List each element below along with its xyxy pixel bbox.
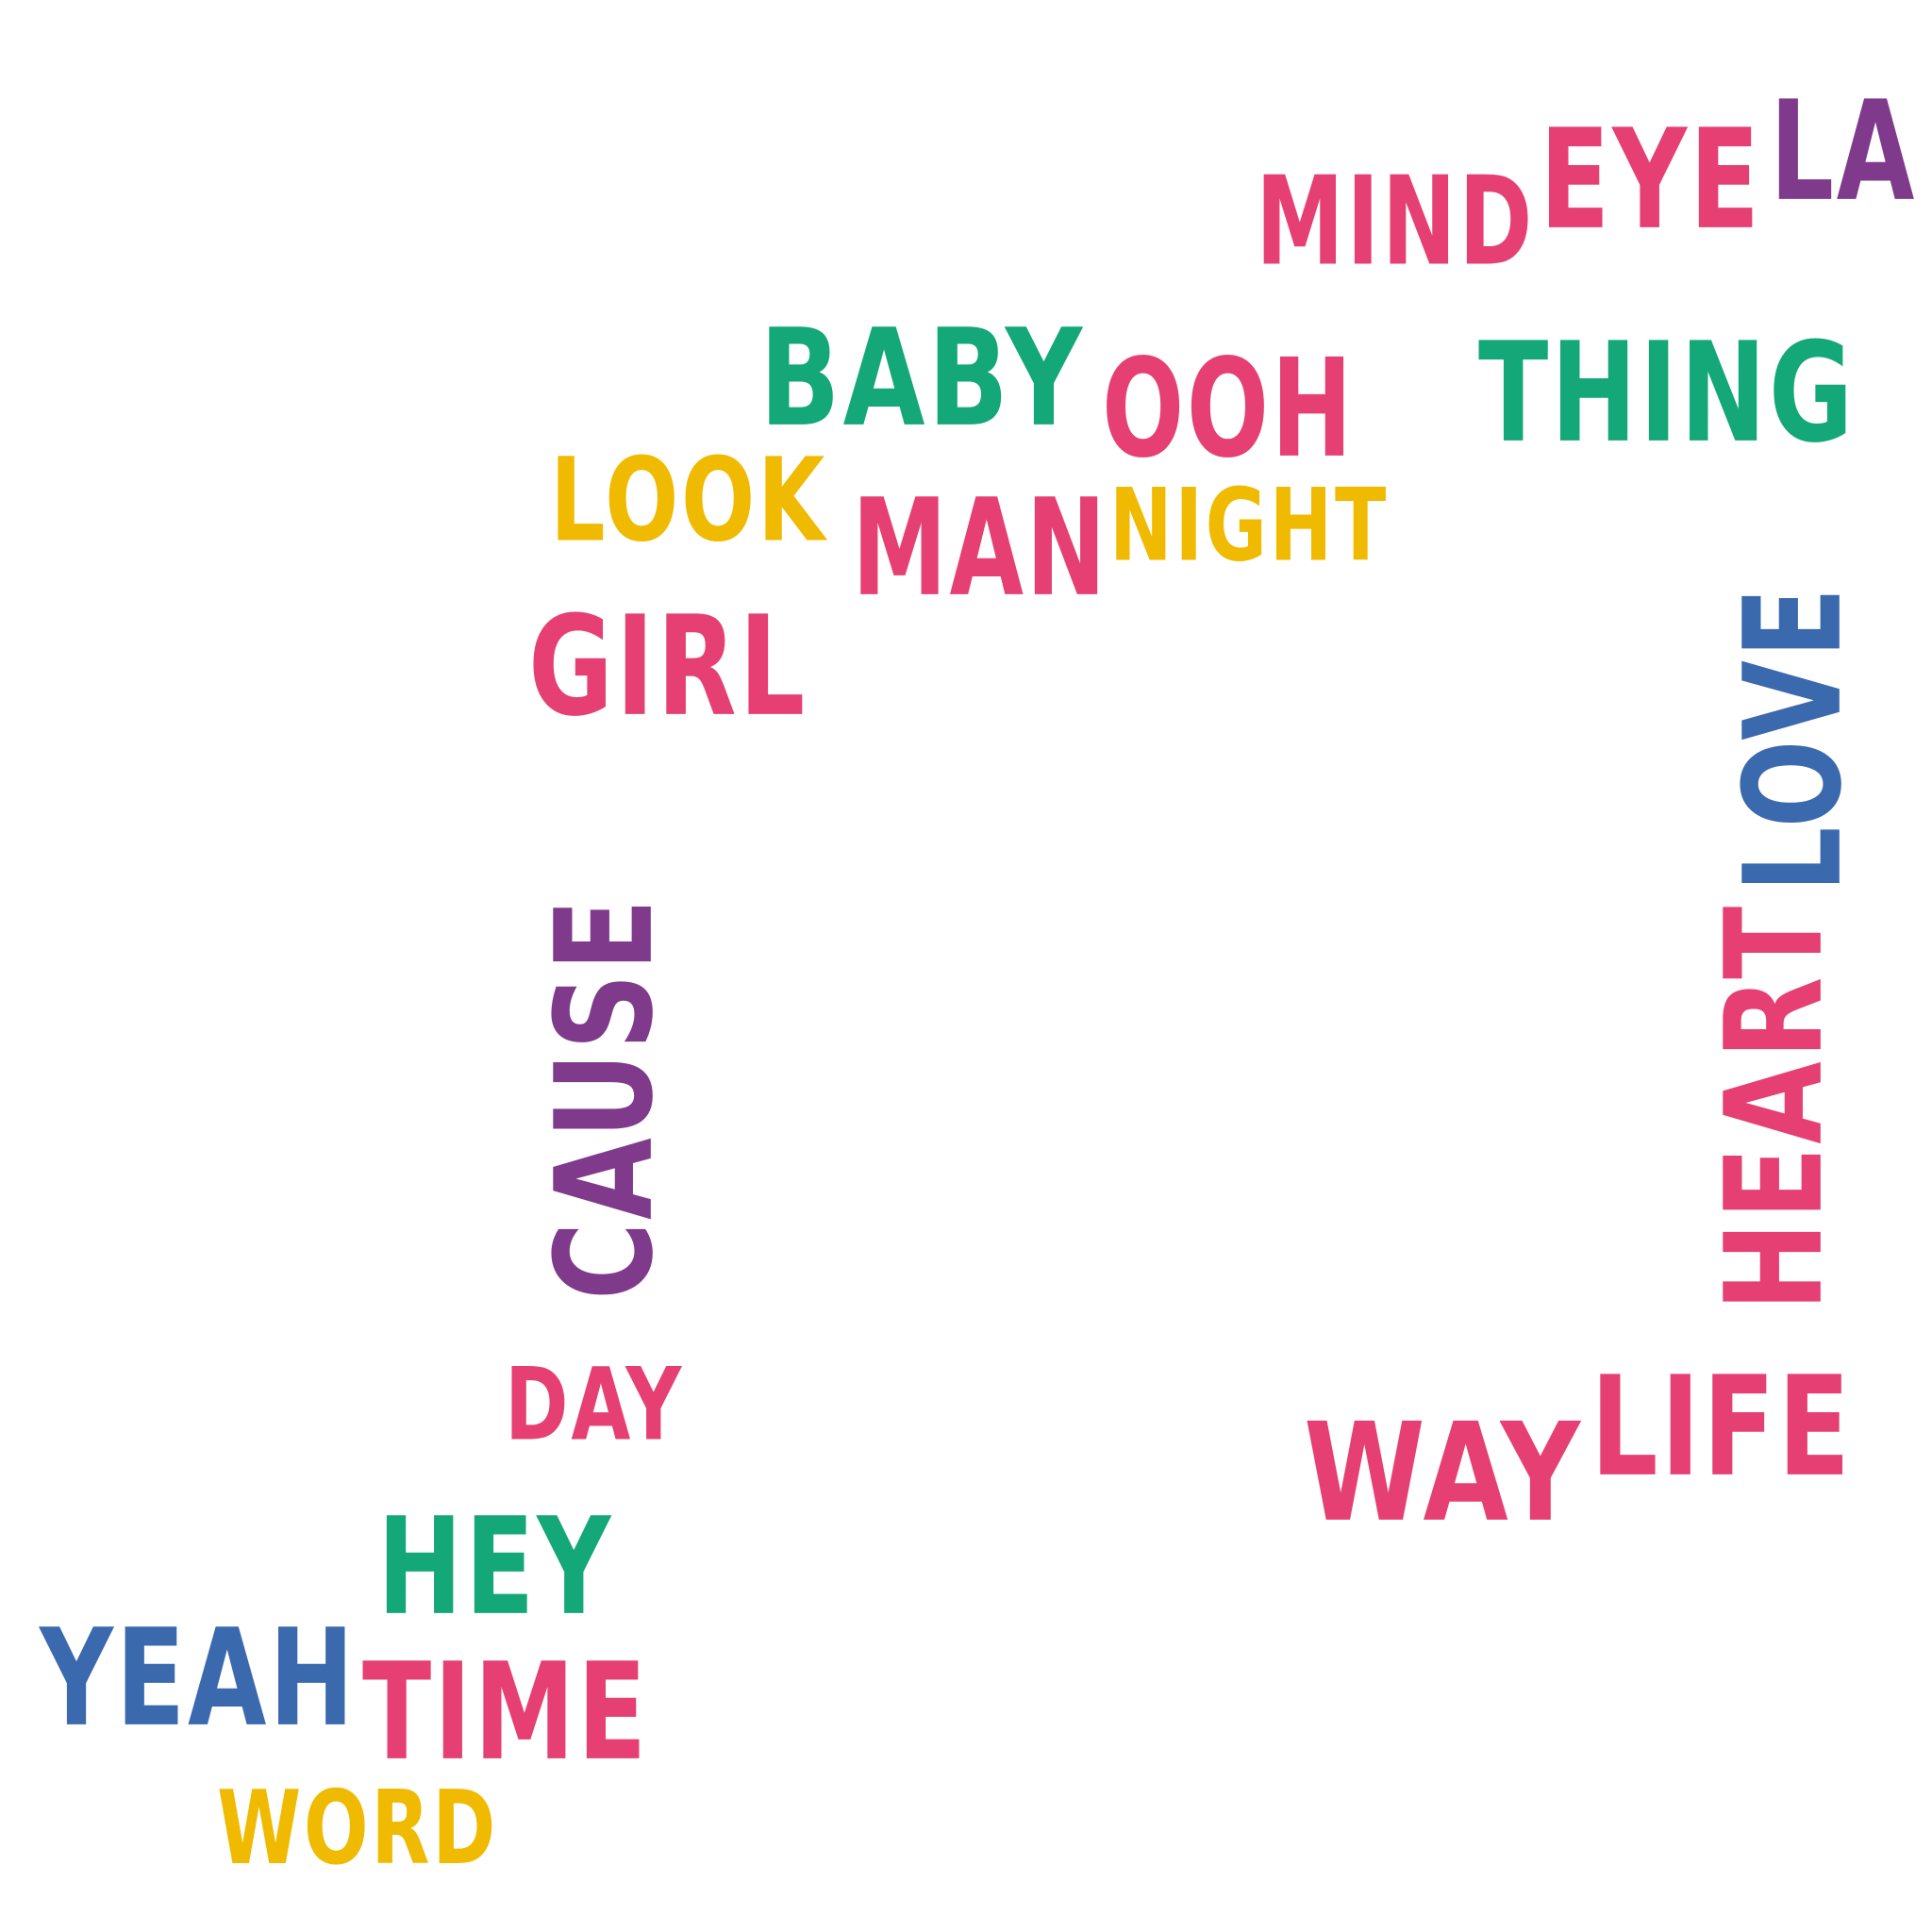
word-love: LOVE	[1714, 585, 1872, 892]
word-word: WORD	[217, 1769, 498, 1888]
word-time: TIME	[362, 1633, 649, 1790]
word-look: LOOK	[550, 434, 827, 568]
word-la: LA	[1770, 71, 1917, 232]
word-thing: THING	[1478, 312, 1856, 474]
word-yeah: YEAH	[40, 1599, 357, 1757]
word-heart: HEART	[1695, 904, 1853, 1311]
word-hey: HEY	[377, 1488, 613, 1645]
word-man: MAN	[852, 469, 1108, 626]
word-cause: CAUSE	[525, 896, 683, 1300]
word-mind: MIND	[1256, 150, 1535, 293]
word-ooh: OOH	[1102, 330, 1355, 489]
word-baby: BABY	[759, 299, 1085, 457]
word-day: DAY	[505, 1347, 684, 1463]
word-way: WAY	[1304, 1394, 1583, 1553]
word-life: LIFE	[1591, 1346, 1853, 1507]
word-night: NIGHT	[1109, 468, 1389, 584]
word-girl: GIRL	[528, 586, 808, 747]
word-eye: EYE	[1540, 99, 1762, 260]
